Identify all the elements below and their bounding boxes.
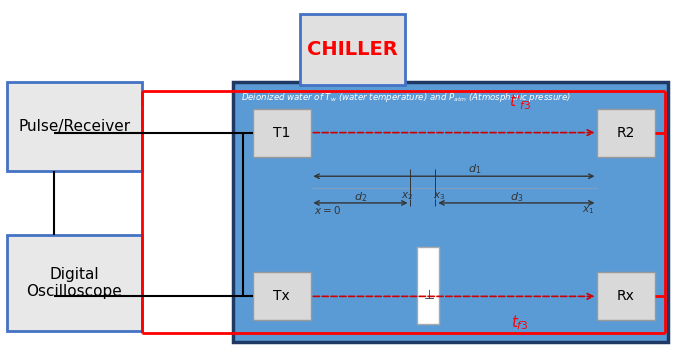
Text: CHILLER: CHILLER (307, 40, 398, 59)
FancyBboxPatch shape (597, 272, 655, 320)
Text: R2: R2 (617, 126, 635, 140)
Text: $d_1$: $d_1$ (468, 162, 481, 176)
FancyBboxPatch shape (253, 109, 310, 157)
Text: $x = 0$: $x = 0$ (314, 204, 341, 216)
FancyBboxPatch shape (233, 82, 668, 342)
Text: $x_1$: $x_1$ (582, 204, 594, 216)
FancyBboxPatch shape (7, 82, 142, 171)
FancyBboxPatch shape (300, 14, 405, 85)
Text: Digital
Oscilloscope: Digital Oscilloscope (26, 267, 122, 299)
Text: $d_2$: $d_2$ (354, 191, 367, 204)
Text: Rx: Rx (617, 289, 635, 303)
Text: Deionized water of $T_w$ (water temperature) and $P_{atm}$ (Atmospheric pressure: Deionized water of $T_w$ (water temperat… (241, 91, 571, 104)
Text: $d_3$: $d_3$ (510, 191, 523, 204)
Text: $\bot$: $\bot$ (421, 288, 435, 302)
Text: Pulse/Receiver: Pulse/Receiver (18, 119, 130, 134)
FancyBboxPatch shape (7, 235, 142, 331)
Text: $t_{f3}$: $t_{f3}$ (511, 314, 529, 333)
Text: T1: T1 (273, 126, 290, 140)
Text: $t'_{f3}$: $t'_{f3}$ (508, 93, 531, 112)
Text: Tx: Tx (273, 289, 290, 303)
Text: $x_3$: $x_3$ (433, 190, 445, 202)
FancyBboxPatch shape (417, 247, 439, 324)
FancyBboxPatch shape (597, 109, 655, 157)
FancyBboxPatch shape (253, 272, 310, 320)
Text: $x_2$: $x_2$ (401, 190, 413, 202)
